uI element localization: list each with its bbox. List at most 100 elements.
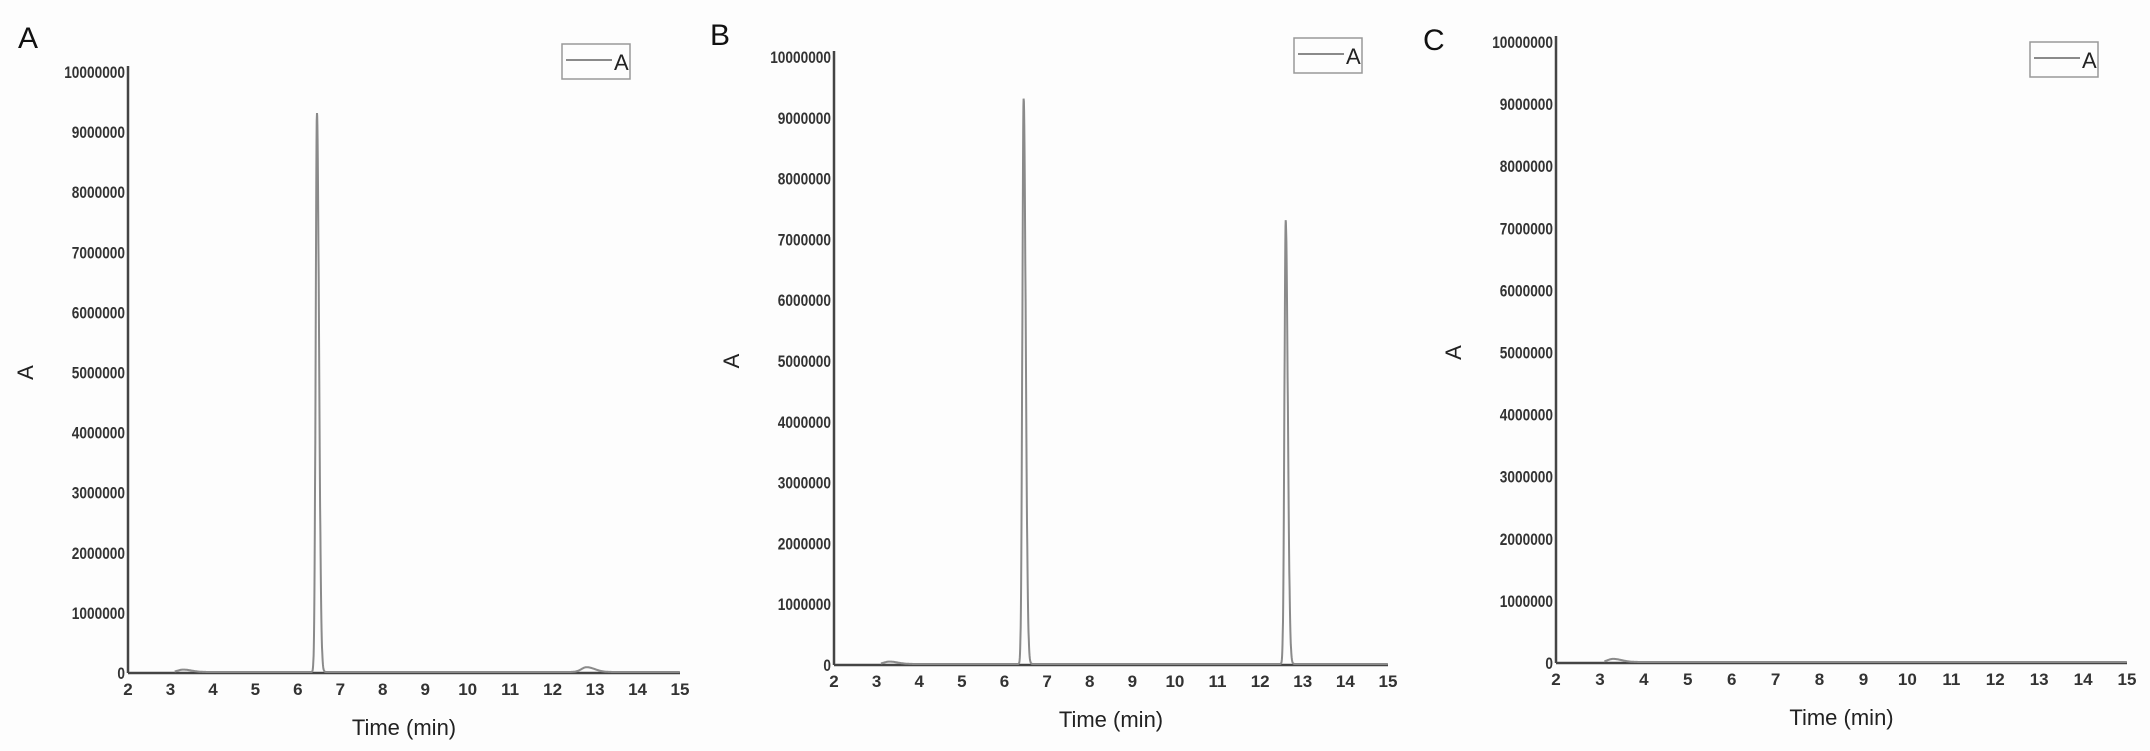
x-tick-label: 9	[1128, 672, 1137, 691]
x-axis-title: Time (min)	[352, 715, 456, 740]
y-tick-label: 9000000	[778, 109, 831, 128]
x-tick-label: 12	[543, 680, 562, 699]
x-tick-label: 11	[501, 680, 519, 699]
y-tick-label: 6000000	[72, 303, 125, 322]
x-tick-label: 12	[1251, 672, 1270, 691]
series-line-a	[174, 113, 680, 673]
y-tick-label: 6000000	[1500, 281, 1553, 300]
x-tick-label: 4	[914, 672, 924, 691]
y-tick-label: 5000000	[72, 364, 125, 383]
x-tick-label: 13	[586, 680, 605, 699]
x-tick-label: 15	[671, 680, 690, 699]
series-line-a	[1604, 657, 2127, 663]
legend-label: A	[2082, 48, 2097, 73]
legend: A	[561, 43, 631, 80]
series-line-a	[880, 98, 1388, 665]
y-tick-label: 4000000	[1500, 406, 1553, 425]
x-tick-label: 8	[1085, 672, 1094, 691]
y-tick-label: 3000000	[1500, 468, 1553, 487]
x-tick-label: 9	[1859, 670, 1868, 689]
y-tick-label: 7000000	[1500, 219, 1553, 238]
y-tick-label: 2000000	[778, 534, 831, 553]
x-tick-label: 6	[1000, 672, 1009, 691]
x-tick-label: 5	[957, 672, 966, 691]
legend: A	[1293, 37, 1363, 74]
y-tick-label: 10000000	[64, 63, 125, 82]
x-tick-label: 4	[1639, 670, 1649, 689]
x-tick-label: 7	[1042, 672, 1051, 691]
legend-box	[2029, 41, 2099, 78]
y-tick-label: 2000000	[1500, 530, 1553, 549]
y-tick-label: 8000000	[778, 170, 831, 189]
y-tick-label: 10000000	[770, 48, 831, 67]
x-axis-title: Time (min)	[1059, 707, 1163, 732]
x-tick-label: 5	[1683, 670, 1692, 689]
x-tick-label: 14	[628, 680, 647, 699]
y-tick-label: 9000000	[1500, 95, 1553, 114]
x-tick-label: 7	[1771, 670, 1780, 689]
y-tick-label: 7000000	[778, 230, 831, 249]
x-tick-label: 14	[1336, 672, 1355, 691]
x-tick-label: 6	[1727, 670, 1736, 689]
x-tick-label: 15	[2118, 670, 2137, 689]
y-tick-label: 8000000	[1500, 157, 1553, 176]
y-tick-label: 0	[117, 664, 125, 683]
x-tick-label: 2	[1551, 670, 1560, 689]
x-tick-label: 4	[208, 680, 218, 699]
x-tick-label: 13	[1293, 672, 1312, 691]
x-tick-label: 10	[458, 680, 477, 699]
y-tick-label: 4000000	[72, 424, 125, 443]
x-tick-label: 8	[378, 680, 387, 699]
y-axis-title: A	[13, 365, 38, 380]
x-tick-label: 2	[829, 672, 838, 691]
y-axis-title: A	[1441, 345, 1466, 360]
y-tick-label: 0	[1545, 654, 1553, 673]
y-tick-label: 10000000	[1492, 33, 1553, 52]
y-tick-label: 3000000	[778, 474, 831, 493]
x-tick-label: 11	[1209, 672, 1227, 691]
y-tick-label: 6000000	[778, 291, 831, 310]
y-tick-label: 3000000	[72, 484, 125, 503]
x-tick-label: 7	[336, 680, 345, 699]
x-tick-label: 6	[293, 680, 302, 699]
x-tick-label: 15	[1379, 672, 1398, 691]
y-tick-label: 1000000	[72, 604, 125, 623]
x-tick-label: 11	[1942, 670, 1960, 689]
y-tick-label: 7000000	[72, 243, 125, 262]
legend-box	[1293, 37, 1363, 74]
panel-label: C	[1423, 24, 1445, 57]
x-tick-label: 9	[420, 680, 429, 699]
x-tick-label: 8	[1815, 670, 1824, 689]
x-tick-label: 12	[1986, 670, 2005, 689]
x-tick-label: 10	[1165, 672, 1184, 691]
chart-panel-b: B 0 1000000 2000000 3000000 4000000 5000000 600…	[710, 19, 1397, 732]
x-tick-label: 3	[1595, 670, 1604, 689]
y-tick-label: 1000000	[1500, 592, 1553, 611]
x-axis-title: Time (min)	[1789, 705, 1893, 730]
legend-label: A	[1346, 44, 1361, 69]
y-tick-label: 2000000	[72, 544, 125, 563]
y-tick-label: 9000000	[72, 123, 125, 142]
x-tick-label: 13	[2030, 670, 2049, 689]
x-tick-label: 2	[123, 680, 132, 699]
legend: A	[2029, 41, 2099, 78]
chart-panel-a: A 0 1000000 2000000 3000000 4000000 5000000 600…	[13, 22, 689, 740]
x-tick-label: 10	[1898, 670, 1917, 689]
panel-label: A	[18, 22, 38, 55]
chart-panel-c: C 0 1000000 2000000 3000000 4000000 5000000 600…	[1423, 24, 2136, 730]
x-tick-label: 3	[166, 680, 175, 699]
y-tick-label: 4000000	[778, 413, 831, 432]
y-tick-label: 0	[823, 656, 831, 675]
y-tick-label: 8000000	[72, 183, 125, 202]
legend-label: A	[614, 50, 629, 75]
y-tick-label: 5000000	[778, 352, 831, 371]
x-tick-label: 14	[2074, 670, 2093, 689]
y-tick-label: 5000000	[1500, 344, 1553, 363]
x-tick-label: 5	[251, 680, 260, 699]
panel-label: B	[710, 19, 730, 52]
y-tick-label: 1000000	[778, 595, 831, 614]
x-tick-label: 3	[872, 672, 881, 691]
y-axis-title: A	[719, 353, 744, 368]
legend-box	[561, 43, 631, 80]
